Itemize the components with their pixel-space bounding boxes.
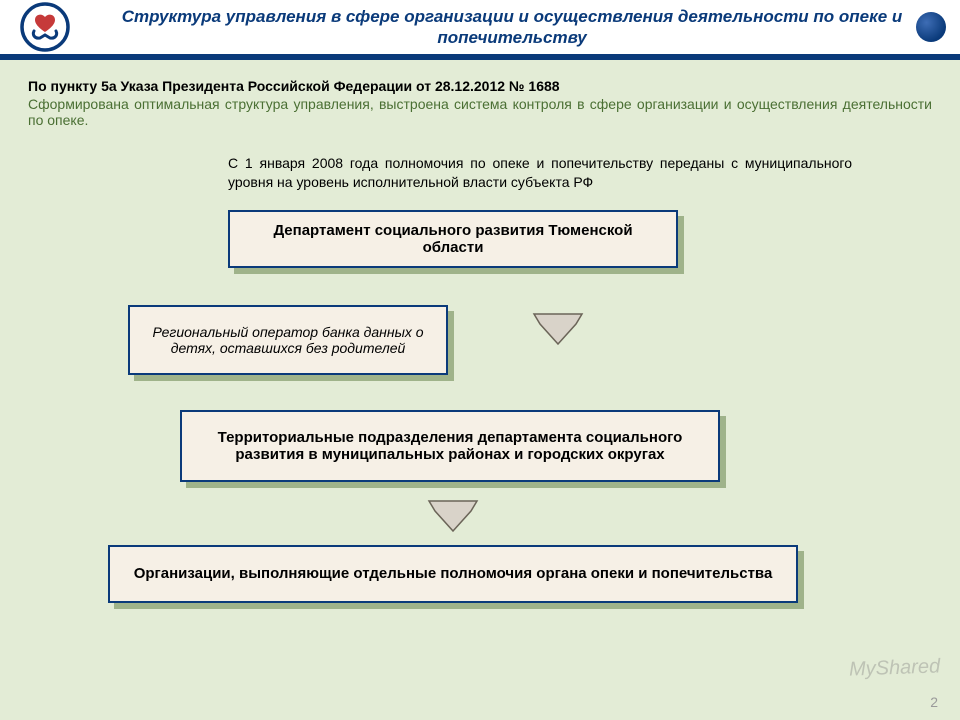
slide-header: Структура управления в сфере организации… bbox=[0, 0, 960, 60]
box-territorial-units-label: Территориальные подразделения департамен… bbox=[180, 410, 720, 482]
box-organizations: Организации, выполняющие отдельные полно… bbox=[108, 545, 798, 603]
box-department-label: Департамент социального развития Тюменск… bbox=[228, 210, 678, 268]
box-regional-operator: Региональный оператор банка данных о дет… bbox=[128, 305, 448, 375]
intro-line-2: Сформирована оптимальная структура управ… bbox=[28, 96, 932, 128]
note-text: С 1 января 2008 года полномочия по опеке… bbox=[228, 154, 852, 192]
box-department: Департамент социального развития Тюменск… bbox=[228, 210, 678, 268]
box-territorial-units: Территориальные подразделения департамен… bbox=[180, 410, 720, 482]
department-logo-icon bbox=[20, 2, 70, 52]
decorative-sphere-icon bbox=[916, 12, 946, 42]
slide-title: Структура управления в сфере организации… bbox=[84, 6, 940, 49]
watermark-text: MyShared bbox=[848, 655, 940, 681]
intro-line-1: По пункту 5а Указа Президента Российской… bbox=[28, 78, 932, 94]
slide-body: По пункту 5а Указа Президента Российской… bbox=[0, 60, 960, 720]
down-arrow-icon bbox=[423, 497, 483, 533]
down-arrow-icon bbox=[528, 310, 588, 346]
page-number: 2 bbox=[930, 694, 938, 710]
org-structure-diagram: Департамент социального развития Тюменск… bbox=[28, 210, 932, 640]
box-organizations-label: Организации, выполняющие отдельные полно… bbox=[108, 545, 798, 603]
box-regional-operator-label: Региональный оператор банка данных о дет… bbox=[128, 305, 448, 375]
